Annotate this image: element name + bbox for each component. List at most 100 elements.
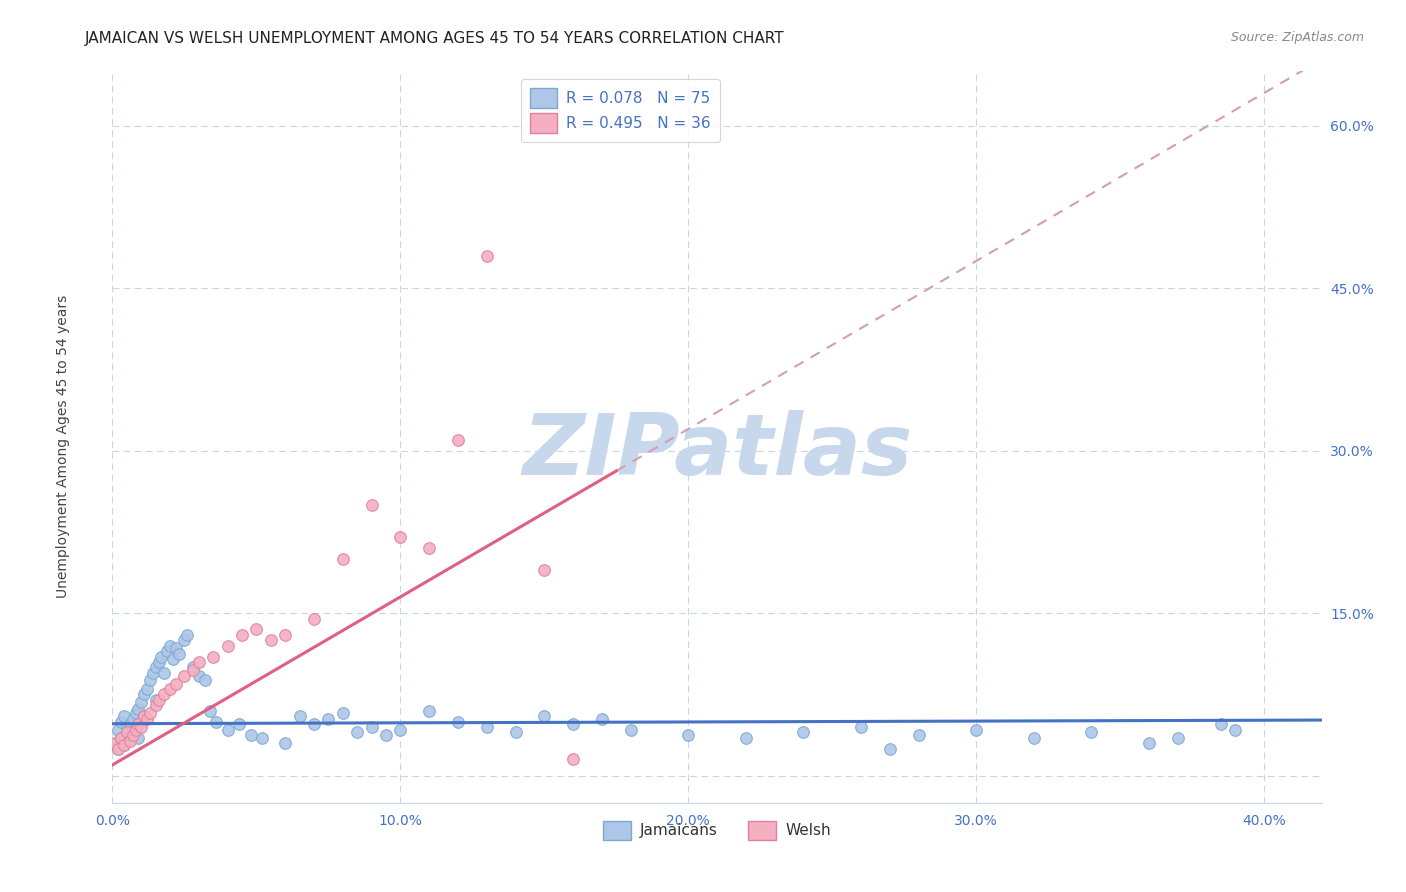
- Point: [115, 734, 138, 748]
- Text: Source: ZipAtlas.com: Source: ZipAtlas.com: [1230, 31, 1364, 45]
- Point: [136, 712, 159, 726]
- Point: [200, 704, 222, 718]
- Point: [159, 639, 181, 653]
- Point: [110, 714, 132, 729]
- Point: [129, 720, 152, 734]
- Point: [250, 731, 273, 745]
- Point: [332, 706, 354, 720]
- Point: [167, 648, 190, 662]
- Point: [678, 727, 700, 741]
- Point: [115, 720, 138, 734]
- Point: [205, 714, 228, 729]
- Point: [533, 563, 555, 577]
- Point: [591, 712, 613, 726]
- Point: [118, 716, 141, 731]
- Point: [121, 725, 143, 739]
- Point: [139, 673, 162, 688]
- Point: [274, 628, 297, 642]
- Point: [121, 712, 143, 726]
- Point: [187, 669, 209, 683]
- Point: [505, 725, 527, 739]
- Point: [879, 741, 901, 756]
- Point: [1022, 731, 1045, 745]
- Point: [142, 665, 165, 680]
- Point: [849, 720, 872, 734]
- Point: [134, 709, 156, 723]
- Point: [260, 633, 283, 648]
- Point: [112, 709, 135, 723]
- Point: [134, 688, 156, 702]
- Point: [145, 693, 167, 707]
- Point: [107, 723, 129, 738]
- Point: [104, 736, 127, 750]
- Point: [562, 752, 585, 766]
- Point: [620, 723, 643, 738]
- Point: [148, 655, 170, 669]
- Point: [228, 716, 250, 731]
- Point: [418, 704, 440, 718]
- Point: [127, 731, 149, 745]
- Legend: Jamaicans, Welsh: Jamaicans, Welsh: [598, 814, 837, 847]
- Point: [129, 714, 152, 729]
- Point: [176, 628, 198, 642]
- Point: [124, 706, 146, 720]
- Point: [318, 712, 340, 726]
- Point: [159, 681, 181, 696]
- Point: [475, 720, 498, 734]
- Point: [217, 723, 239, 738]
- Point: [792, 725, 814, 739]
- Point: [173, 633, 195, 648]
- Point: [145, 660, 167, 674]
- Point: [332, 552, 354, 566]
- Point: [112, 739, 135, 753]
- Point: [202, 649, 225, 664]
- Point: [965, 723, 987, 738]
- Point: [1137, 736, 1160, 750]
- Point: [1209, 716, 1232, 731]
- Text: ZIPatlas: ZIPatlas: [522, 410, 912, 493]
- Point: [112, 739, 135, 753]
- Point: [124, 721, 146, 735]
- Point: [118, 727, 141, 741]
- Point: [107, 741, 129, 756]
- Point: [153, 688, 176, 702]
- Point: [447, 433, 470, 447]
- Point: [118, 734, 141, 748]
- Point: [127, 701, 149, 715]
- Point: [1225, 723, 1247, 738]
- Point: [165, 676, 187, 690]
- Point: [145, 698, 167, 713]
- Text: Unemployment Among Ages 45 to 54 years: Unemployment Among Ages 45 to 54 years: [56, 294, 70, 598]
- Point: [165, 640, 187, 655]
- Point: [274, 736, 297, 750]
- Point: [245, 623, 267, 637]
- Point: [907, 727, 929, 741]
- Point: [1080, 725, 1102, 739]
- Point: [181, 663, 204, 677]
- Point: [302, 716, 325, 731]
- Point: [150, 649, 173, 664]
- Point: [148, 693, 170, 707]
- Point: [115, 725, 138, 739]
- Point: [562, 716, 585, 731]
- Point: [173, 669, 195, 683]
- Point: [346, 725, 368, 739]
- Point: [734, 731, 756, 745]
- Point: [389, 530, 412, 544]
- Point: [360, 498, 382, 512]
- Point: [187, 655, 209, 669]
- Point: [110, 731, 132, 745]
- Point: [1167, 731, 1189, 745]
- Point: [231, 628, 253, 642]
- Point: [121, 727, 143, 741]
- Text: JAMAICAN VS WELSH UNEMPLOYMENT AMONG AGES 45 TO 54 YEARS CORRELATION CHART: JAMAICAN VS WELSH UNEMPLOYMENT AMONG AGE…: [84, 31, 785, 46]
- Point: [475, 249, 498, 263]
- Point: [127, 716, 149, 731]
- Point: [156, 644, 179, 658]
- Point: [418, 541, 440, 556]
- Point: [217, 639, 239, 653]
- Point: [389, 723, 412, 738]
- Point: [129, 695, 152, 709]
- Point: [360, 720, 382, 734]
- Point: [533, 709, 555, 723]
